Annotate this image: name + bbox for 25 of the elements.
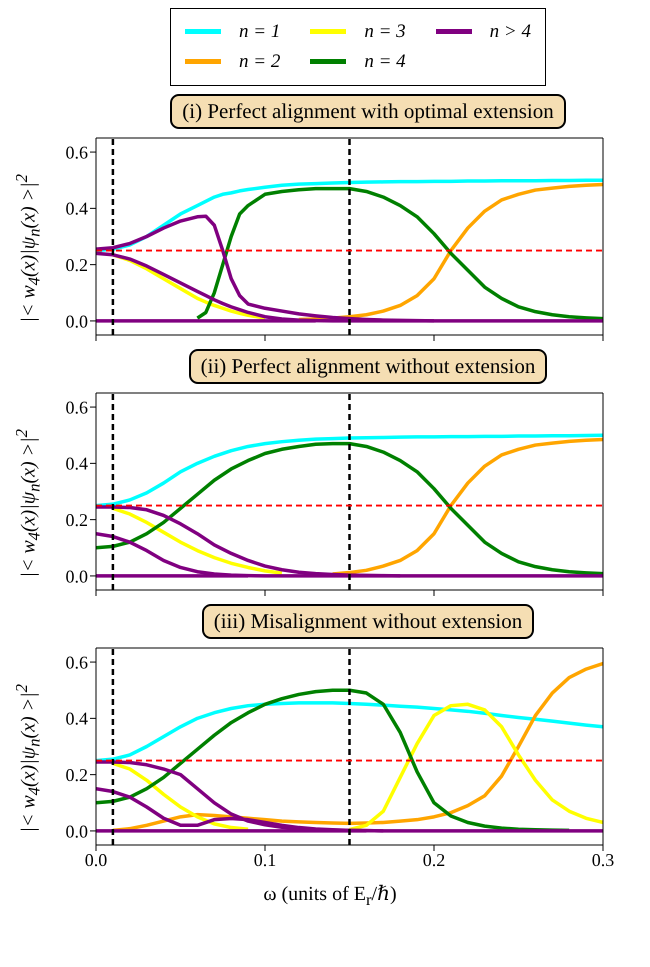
x-tick-label: 0.3 [592,850,614,870]
x-axis-title: ω (units of E$_{r}$/ℏ) [262,882,398,910]
y-tick-label: 0.2 [66,765,88,786]
x-tick-label: 0.1 [254,850,276,870]
y-tick-label: 0.6 [66,652,88,672]
chart-title: (iii) Misalignment without extension [202,604,534,639]
y-tick-label: 0.0 [66,311,88,332]
legend-label: n = 3 [364,21,406,43]
legend-label: n = 4 [364,51,406,73]
legend-label: n = 1 [239,21,280,43]
y-tick-label: 0.2 [66,255,88,276]
legend-label: n > 4 [490,21,531,43]
y-tick-label: 0.2 [66,510,88,530]
x-tick-label: 0.2 [422,850,446,870]
y-tick-label: 0.4 [66,708,88,729]
y-tick-label: 0.6 [66,142,88,162]
y-tick-label: 0.0 [66,821,88,842]
chart-title: (i) Perfect alignment with optimal extension [170,94,566,129]
y-tick-label: 0.4 [66,454,88,474]
y-tick-label: 0.4 [66,198,88,219]
x-tick-label: 0.0 [84,850,108,870]
y-tick-label: 0.6 [66,397,88,418]
legend-label: n = 2 [239,51,280,73]
y-tick-label: 0.0 [66,566,88,586]
chart-title: (ii) Perfect alignment without extension [188,349,548,384]
